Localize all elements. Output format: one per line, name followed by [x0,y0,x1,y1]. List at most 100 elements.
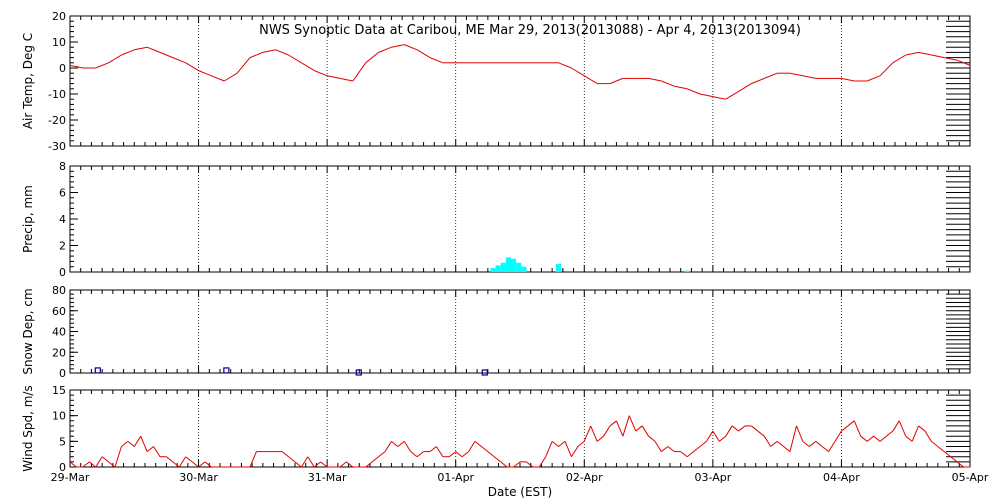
snow-depth-marker [355,369,362,376]
series-segment [866,435,874,442]
series-segment [892,54,906,64]
series-segment [481,446,489,452]
series-segment [365,461,373,468]
chart-panels: -30 -20 -10 0 10 20 Air Temp, Deg C 0 2 4 6 8 Precip… [21,10,989,484]
y-axis-title: Snow Dep, cm [21,288,35,374]
precip-bar [505,257,511,272]
series-segment [339,77,353,82]
series-segment [198,70,212,77]
series-segment [513,461,521,468]
series-segment [564,441,572,457]
y-tick-label: 60 [52,305,66,318]
series-segment [166,456,174,463]
series-segment [860,435,868,442]
series-segment [140,436,148,452]
series-segment [191,461,199,468]
series-segment [352,62,367,82]
x-tick-label: 31-Mar [308,471,347,484]
series-segment [609,420,617,427]
series-segment [487,451,495,458]
series-segment [795,425,804,442]
plot-frame [69,389,971,468]
series-segment [841,77,855,82]
series-segment [763,435,772,447]
series-segment [346,461,354,468]
plot-frame [69,289,971,374]
series-segment [153,446,161,457]
series-segment [828,441,836,452]
series-segment [596,435,604,442]
series-segment [391,440,399,447]
series-segment [674,85,688,90]
series-segment [249,51,264,59]
precip-bar [516,262,522,272]
series-segment [455,451,463,458]
series-segment [134,46,148,51]
y-tick-label: 2 [59,240,66,253]
series-segment [641,425,649,437]
series-segment [69,461,77,468]
series-segment [802,75,816,79]
series-segment [628,415,637,432]
x-tick-label: 01-Apr [437,471,474,484]
series-segment [956,461,964,468]
precip-bar [521,266,527,272]
series-segment [416,451,424,458]
x-tick-label: 04-Apr [823,471,860,484]
series-segment [699,440,707,447]
y-tick-label: 0 [59,367,66,380]
series-segment [815,440,823,447]
series-segment [808,440,817,447]
y-axis-title: Precip, mm [21,185,35,253]
x-axis-title: Date (EST) [488,485,552,499]
series-segment [879,62,894,77]
series-segment [731,425,739,432]
series-segment [699,93,713,98]
series-segment [879,435,887,442]
series-segment [365,52,379,64]
series-segment [931,440,939,447]
series-segment [236,57,251,74]
y-tick-label: 15 [52,384,66,397]
series-segment [911,425,920,442]
series-segment [609,77,624,85]
series-segment [686,88,701,95]
series-segment [918,425,926,432]
y-tick-label: 4 [59,213,66,226]
panel-wind_speed: 0 5 10 15 Wind Spd, m/s [21,384,971,474]
series-segment [853,420,862,437]
series-segment [622,415,630,437]
series-segment [667,446,675,452]
y-tick-label: -30 [48,140,66,153]
series-segment [590,425,598,442]
series-segment [307,456,315,468]
series-segment [950,456,958,463]
panel-snow_depth: 0 20 40 60 80 Snow Dep, cm [21,284,971,380]
snow-depth-marker [223,367,230,374]
series-segment [461,451,469,458]
series-segment [661,80,675,87]
series-segment [706,430,714,442]
series-segment [686,451,694,458]
series-segment [404,44,418,51]
series-segment [327,75,341,79]
y-tick-label: -20 [48,114,66,127]
series-segment [905,51,919,56]
series-segment [615,420,624,437]
series-segment [918,51,932,56]
series-segment [738,425,746,432]
series-segment [718,435,727,442]
series-segment [892,420,900,432]
series-segment [764,72,778,79]
series-segment [654,441,662,452]
series-segment [789,72,803,77]
series-segment [583,425,592,442]
series-segment [725,90,739,100]
series-segment [551,440,559,447]
series-segment [898,420,907,437]
series-segment [802,440,810,447]
series-segment [178,456,187,468]
series-segment [371,456,379,463]
series-segment [571,67,585,77]
y-tick-label: 0 [59,62,66,75]
